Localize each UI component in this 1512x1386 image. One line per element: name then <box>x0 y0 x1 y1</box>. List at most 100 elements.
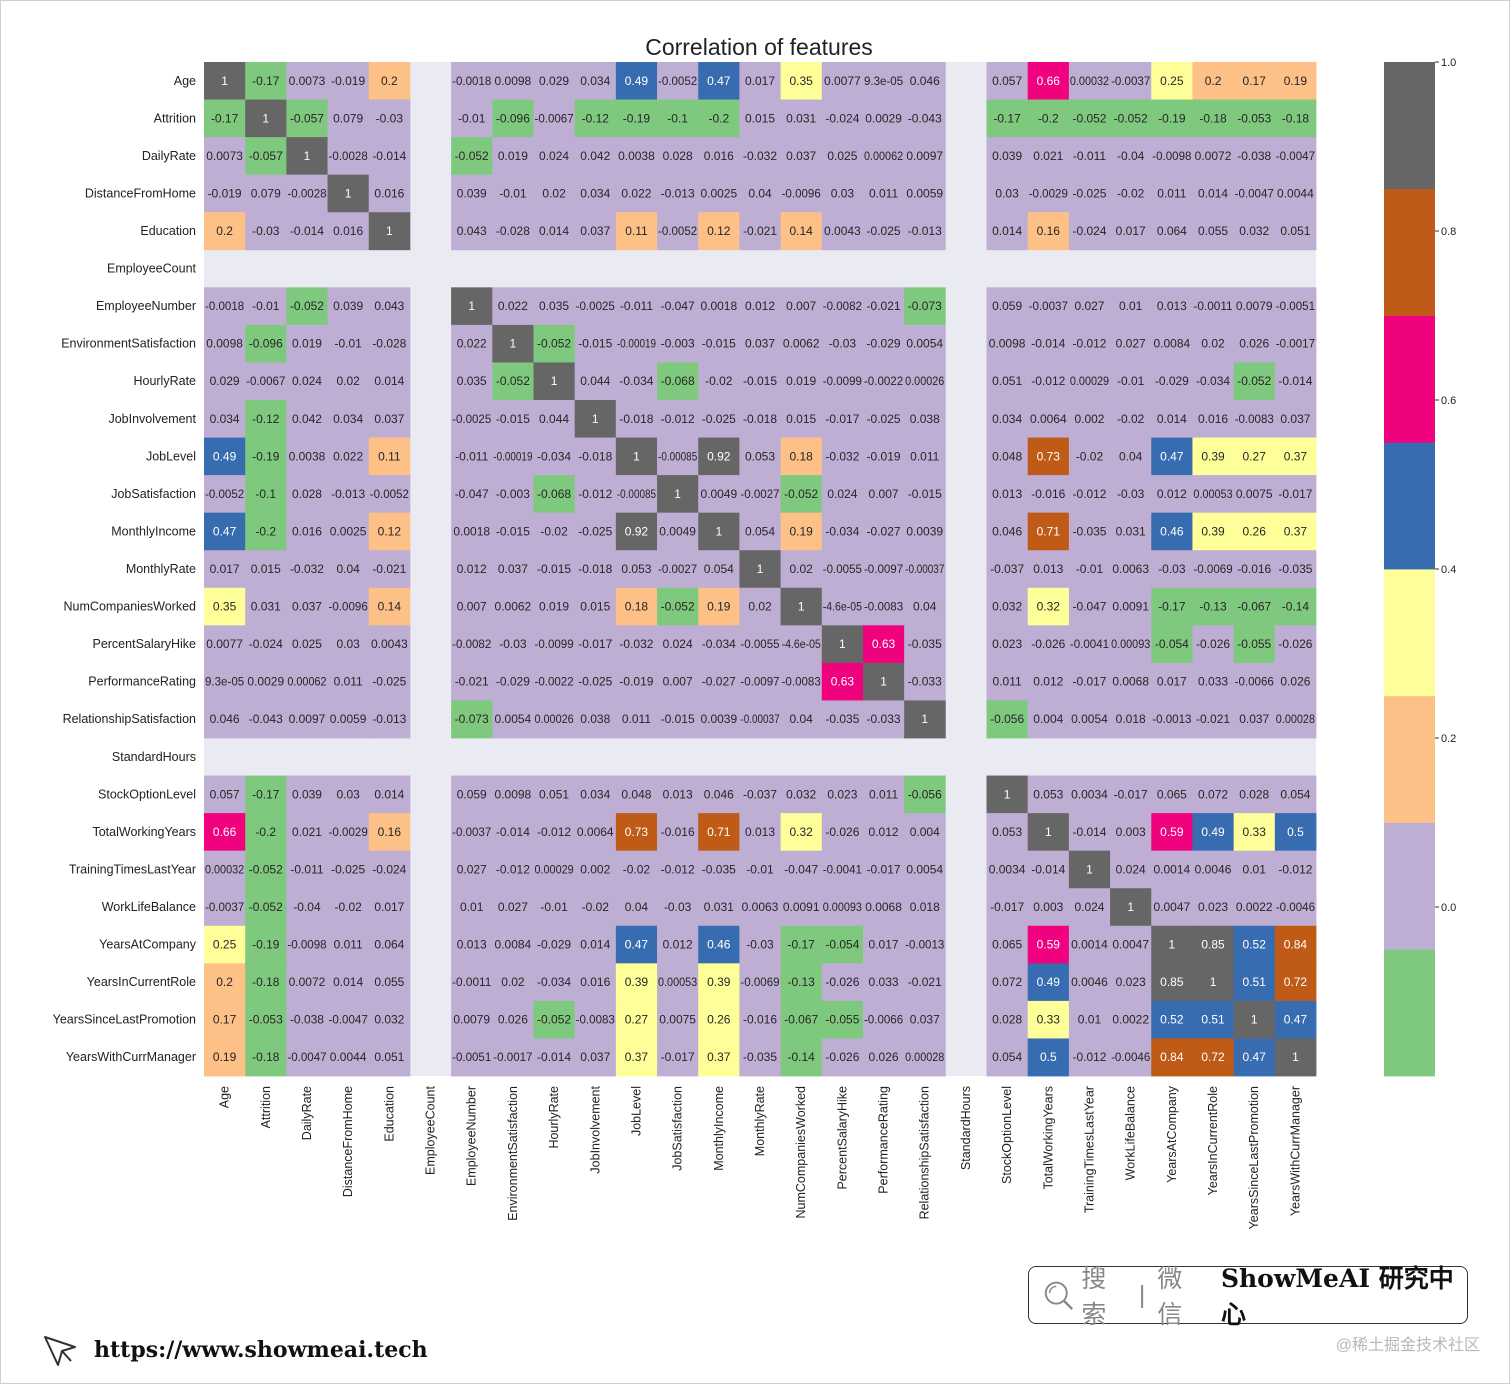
cell-value: 1 <box>839 637 846 651</box>
site-url[interactable]: https://www.showmeai.tech <box>94 1337 428 1363</box>
heatmap-cell <box>821 587 864 626</box>
cell-value: -0.17 <box>211 111 239 125</box>
heatmap-cell <box>492 888 534 927</box>
cell-value: -0.017 <box>867 862 901 876</box>
heatmap-cell <box>904 1038 946 1077</box>
heatmap-cell <box>986 1000 1029 1039</box>
cell-value: 0.043 <box>457 224 487 238</box>
cell-value: -0.057 <box>290 111 324 125</box>
heatmap-cell <box>245 362 287 401</box>
cell-value: -0.015 <box>537 562 571 576</box>
heatmap-cell <box>533 888 576 927</box>
cell-value: 0.17 <box>1243 74 1267 88</box>
heatmap-cell <box>904 512 946 551</box>
heatmap-cell <box>1027 925 1070 964</box>
cell-value: -0.037 <box>743 787 777 801</box>
heatmap-cell <box>1233 587 1276 626</box>
cell-value: 0.00032 <box>1070 74 1109 88</box>
cell-value: -0.0052 <box>370 487 410 501</box>
cell-value: 0.031 <box>704 900 734 914</box>
heatmap-cell <box>368 400 411 438</box>
cell-value: -0.047 <box>661 299 695 313</box>
cell-value: -0.032 <box>825 449 859 463</box>
cell-value: 0.019 <box>292 337 322 351</box>
heatmap-cell <box>821 775 864 814</box>
heatmap-cell <box>533 550 576 589</box>
heatmap-cell <box>904 287 946 326</box>
heatmap-cell <box>1027 625 1070 664</box>
heatmap-cell <box>327 475 370 514</box>
heatmap-cell <box>451 625 493 664</box>
cell-value: -0.035 <box>1278 562 1312 576</box>
heatmap-cell <box>1192 850 1235 889</box>
heatmap-cell <box>1192 475 1235 514</box>
cell-value: 0.19 <box>790 524 814 538</box>
cell-value: 0.0054 <box>906 862 943 876</box>
cell-value: 0.026 <box>869 1050 899 1064</box>
cell-value: -0.043 <box>249 712 283 726</box>
column-label: MonthlyRate <box>753 1086 767 1156</box>
heatmap-cell <box>1151 362 1193 401</box>
heatmap-cell <box>780 287 823 326</box>
cell-value: -0.014 <box>1072 825 1106 839</box>
heatmap-cell <box>1192 662 1235 701</box>
cell-value: -0.02 <box>334 900 362 914</box>
cell-value: 0.92 <box>625 524 649 538</box>
heatmap-cell <box>1110 137 1152 176</box>
heatmap-cell <box>1068 850 1111 889</box>
heatmap-cell <box>368 137 411 176</box>
cell-value: 0.0091 <box>1112 600 1149 614</box>
cell-value: -0.029 <box>496 675 530 689</box>
cell-value: -0.01 <box>252 299 280 313</box>
cell-value: 0.054 <box>745 524 775 538</box>
heatmap-cell <box>780 625 823 664</box>
cell-value: -0.2 <box>255 825 276 839</box>
cell-value: -0.0028 <box>287 186 327 200</box>
cell-value: -0.0067 <box>534 111 574 125</box>
heatmap-cell <box>204 287 246 326</box>
heatmap-cell <box>698 362 740 401</box>
heatmap-cell <box>1274 287 1317 326</box>
heatmap-cell <box>780 475 823 514</box>
cell-value: -0.003 <box>496 487 530 501</box>
heatmap-cell <box>1192 587 1235 626</box>
heatmap-cell <box>1274 99 1317 138</box>
column-label: Education <box>382 1086 396 1142</box>
cell-value: 0.046 <box>704 787 734 801</box>
cell-value: -0.026 <box>1278 637 1312 651</box>
cell-value: 0.014 <box>374 787 404 801</box>
cell-value: -0.037 <box>990 562 1024 576</box>
heatmap-cell <box>615 1000 658 1039</box>
heatmap-cell <box>1027 512 1070 551</box>
cell-value: 0.0062 <box>783 337 820 351</box>
cell-value: 0.025 <box>827 149 857 163</box>
heatmap-cell <box>204 174 246 213</box>
cell-value: 0.079 <box>251 186 281 200</box>
cell-value: -0.18 <box>252 1050 280 1064</box>
heatmap-cell <box>1027 850 1070 889</box>
heatmap-cell <box>904 62 946 100</box>
column-label: DistanceFromHome <box>341 1086 355 1197</box>
cell-value: -0.03 <box>829 337 857 351</box>
heatmap-cell <box>204 775 246 814</box>
site-link[interactable]: https://www.showmeai.tech <box>40 1328 428 1372</box>
cell-value: 1 <box>592 412 599 426</box>
cell-value: 0.014 <box>1198 186 1228 200</box>
heatmap-cell <box>657 775 699 814</box>
cell-value: 1 <box>1251 1013 1258 1027</box>
cell-value: -0.034 <box>619 374 653 388</box>
heatmap-cell <box>821 1038 864 1077</box>
heatmap-cell <box>780 212 823 251</box>
heatmap-cell <box>368 888 411 927</box>
heatmap-cell <box>492 99 534 138</box>
cell-value: 0.0025 <box>330 524 367 538</box>
cell-value: -0.055 <box>1237 637 1271 651</box>
cell-value: 0.04 <box>913 600 937 614</box>
cell-value: -0.052 <box>661 600 695 614</box>
heatmap-cell <box>533 437 576 476</box>
cell-value: -0.012 <box>661 412 695 426</box>
heatmap-cell <box>904 925 946 964</box>
cell-value: 0.053 <box>745 449 775 463</box>
cell-value: -0.017 <box>1114 787 1148 801</box>
heatmap-cell <box>327 400 370 438</box>
